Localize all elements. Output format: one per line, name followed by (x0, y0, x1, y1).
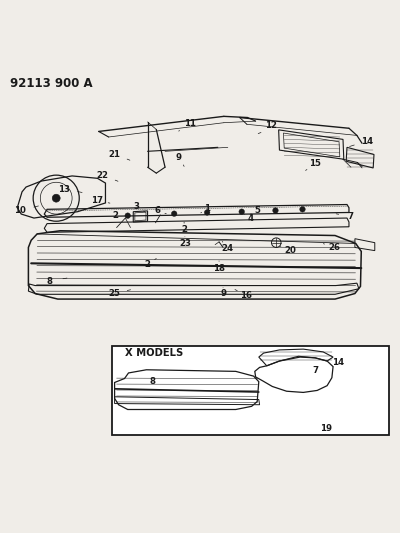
Text: 1: 1 (204, 204, 210, 213)
Text: 22: 22 (97, 171, 109, 180)
Text: 17: 17 (91, 196, 103, 205)
Text: 23: 23 (179, 239, 191, 248)
Bar (112, 346, 389, 435)
Text: 6: 6 (154, 206, 160, 215)
Circle shape (239, 209, 244, 214)
Text: 8: 8 (47, 277, 53, 286)
Text: 5: 5 (255, 206, 260, 215)
Text: 4: 4 (248, 214, 254, 223)
Text: 2: 2 (113, 211, 119, 220)
Text: 3: 3 (134, 203, 140, 212)
Text: 21: 21 (108, 150, 120, 159)
Text: 16: 16 (240, 290, 252, 300)
Text: 10: 10 (14, 206, 26, 215)
Circle shape (204, 209, 210, 215)
Circle shape (171, 211, 177, 216)
Text: 13: 13 (58, 184, 70, 193)
Text: 9: 9 (175, 153, 181, 161)
Circle shape (52, 194, 60, 202)
Text: 2: 2 (181, 225, 187, 235)
Text: 19: 19 (320, 424, 332, 433)
Text: 2: 2 (144, 260, 150, 269)
Text: 18: 18 (213, 264, 225, 272)
Text: 92113 900 A: 92113 900 A (10, 77, 93, 90)
Text: 25: 25 (109, 289, 120, 298)
Text: 20: 20 (285, 246, 296, 255)
Text: 11: 11 (184, 119, 196, 128)
Text: 26: 26 (328, 243, 340, 252)
Text: 9: 9 (220, 289, 226, 298)
Text: 7: 7 (347, 212, 353, 221)
Text: 7: 7 (312, 366, 318, 375)
Circle shape (300, 206, 305, 212)
Text: 15: 15 (309, 159, 321, 168)
Circle shape (125, 213, 130, 219)
Text: X MODELS: X MODELS (124, 348, 183, 358)
Text: 8: 8 (149, 377, 155, 386)
Text: 14: 14 (361, 137, 373, 146)
Text: 14: 14 (332, 358, 344, 367)
Circle shape (273, 208, 278, 213)
Text: 24: 24 (221, 244, 233, 253)
Text: 12: 12 (266, 121, 278, 130)
